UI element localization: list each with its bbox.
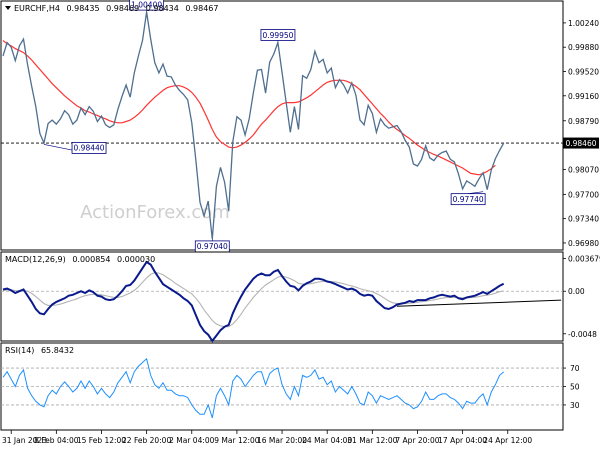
rsi-panel: 70 50 30 RSI(14) 65.8432 [0, 342, 580, 431]
annotation-label: 0.98440 [74, 144, 105, 153]
macd-signal-value: 0.000030 [117, 255, 155, 264]
price-y-tick-label: 0.96980 [568, 239, 599, 248]
current-price-tag-bg [563, 137, 599, 149]
rsi-name: RSI(14) [5, 346, 34, 355]
annotation-label: 0.97040 [197, 242, 228, 251]
macd-y-axis: 0.003679 0.00 -0.0048 [563, 255, 600, 339]
close-value: 0.98467 [185, 4, 218, 13]
annotation-box [450, 193, 486, 206]
price-y-tick-label: 0.98070 [568, 165, 599, 174]
price-header: EURCHF,H4 0.98435 0.98469 0.98434 0.9846… [5, 4, 218, 13]
x-tick-label: 16 Mar 20:00 [257, 436, 307, 445]
x-tick-label: 8 Feb 04:00 [34, 436, 79, 445]
price-series-line [2, 12, 505, 239]
x-tick-label: 15 Feb 12:00 [77, 436, 126, 445]
price-y-tick-label: 1.00240 [568, 19, 599, 28]
macd-signal-line [2, 272, 504, 328]
svg-text:EURCHF,H4 0.98435: EURCHF,H4 0.98435 0.98469 0.98434 0.9846… [14, 4, 218, 13]
x-tick-label: 31 Mar 12:00 [347, 436, 397, 445]
price-y-tick-label: 0.97340 [568, 215, 599, 224]
annotation-box [71, 141, 107, 154]
x-tick-label: 22 Feb 20:00 [122, 436, 171, 445]
x-tick-label: 2 Mar 04:00 [169, 436, 215, 445]
price-panel-frame [0, 0, 564, 251]
macd-main-value: 0.000854 [72, 255, 110, 264]
high-value: 0.98469 [106, 4, 139, 13]
price-y-tick-label: 0.99880 [568, 43, 599, 52]
annotation-label: 0.97740 [453, 195, 484, 204]
open-value: 0.98435 [66, 4, 99, 13]
annotation-label: 0.99950 [262, 31, 293, 40]
macd-header: MACD(12,26,9) 0.000854 0.000030 [5, 255, 155, 264]
current-price-tag: 0.98460 [563, 137, 599, 149]
price-y-axis: 1.00240 0.99880 0.99520 0.99160 0.98790 0.984… [563, 19, 599, 248]
x-tick-label: 24 Apr 12:00 [483, 436, 532, 445]
moving-average-line [2, 40, 496, 176]
rsi-y-tick-label: 50 [570, 383, 580, 392]
low-value: 0.98434 [146, 4, 179, 13]
rsi-header: RSI(14) 65.8432 [5, 346, 74, 355]
rsi-value: 65.8432 [41, 346, 74, 355]
macd-panel: 0.003679 0.00 -0.0048 MACD(12,26,9) 0.0008… [0, 251, 600, 343]
annotation-box [129, 0, 165, 11]
rsi-y-tick-label: 70 [570, 364, 580, 373]
price-panel: ActionForex.com 1.00400 0.99950 0.98440 0.9… [0, 0, 599, 253]
price-y-tick-label: 0.99520 [568, 68, 599, 77]
macd-name: MACD(12,26,9) [5, 255, 66, 264]
macd-trendline [396, 299, 562, 307]
price-y-tick-label: 0.97700 [568, 190, 599, 199]
x-tick-label: 9 Mar 12:00 [214, 436, 260, 445]
watermark: ActionForex.com [80, 202, 230, 223]
current-price-tag-label: 0.98460 [565, 139, 596, 148]
x-tick-label: 24 Mar 04:00 [302, 436, 352, 445]
x-tick-label: 7 Apr 20:00 [395, 436, 439, 445]
rsi-y-tick-label: 30 [570, 401, 580, 410]
symbol-label: EURCHF,H4 [14, 4, 60, 13]
annotation-label: 1.00400 [131, 0, 162, 9]
macd-y-tick-label: -0.0048 [568, 330, 597, 339]
annotation-box [260, 29, 296, 41]
price-annotations: 1.00400 0.99950 0.98440 0.97040 0.97740 [43, 0, 486, 253]
price-y-tick-label: 0.99160 [568, 92, 599, 101]
x-tick-label: 31 Jan 2023 [2, 436, 47, 445]
macd-y-tick-label: 0.00 [568, 287, 585, 296]
price-y-tick-label: 0.98790 [568, 117, 599, 126]
rsi-level-lines [1, 367, 563, 406]
dropdown-triangle-icon [5, 6, 11, 10]
rsi-line [2, 357, 505, 419]
macd-y-tick-label: 0.003679 [568, 255, 600, 264]
rsi-y-axis: 70 50 30 [563, 364, 580, 410]
x-tick-label: 17 Apr 04:00 [438, 436, 487, 445]
macd-main-line [2, 260, 505, 343]
